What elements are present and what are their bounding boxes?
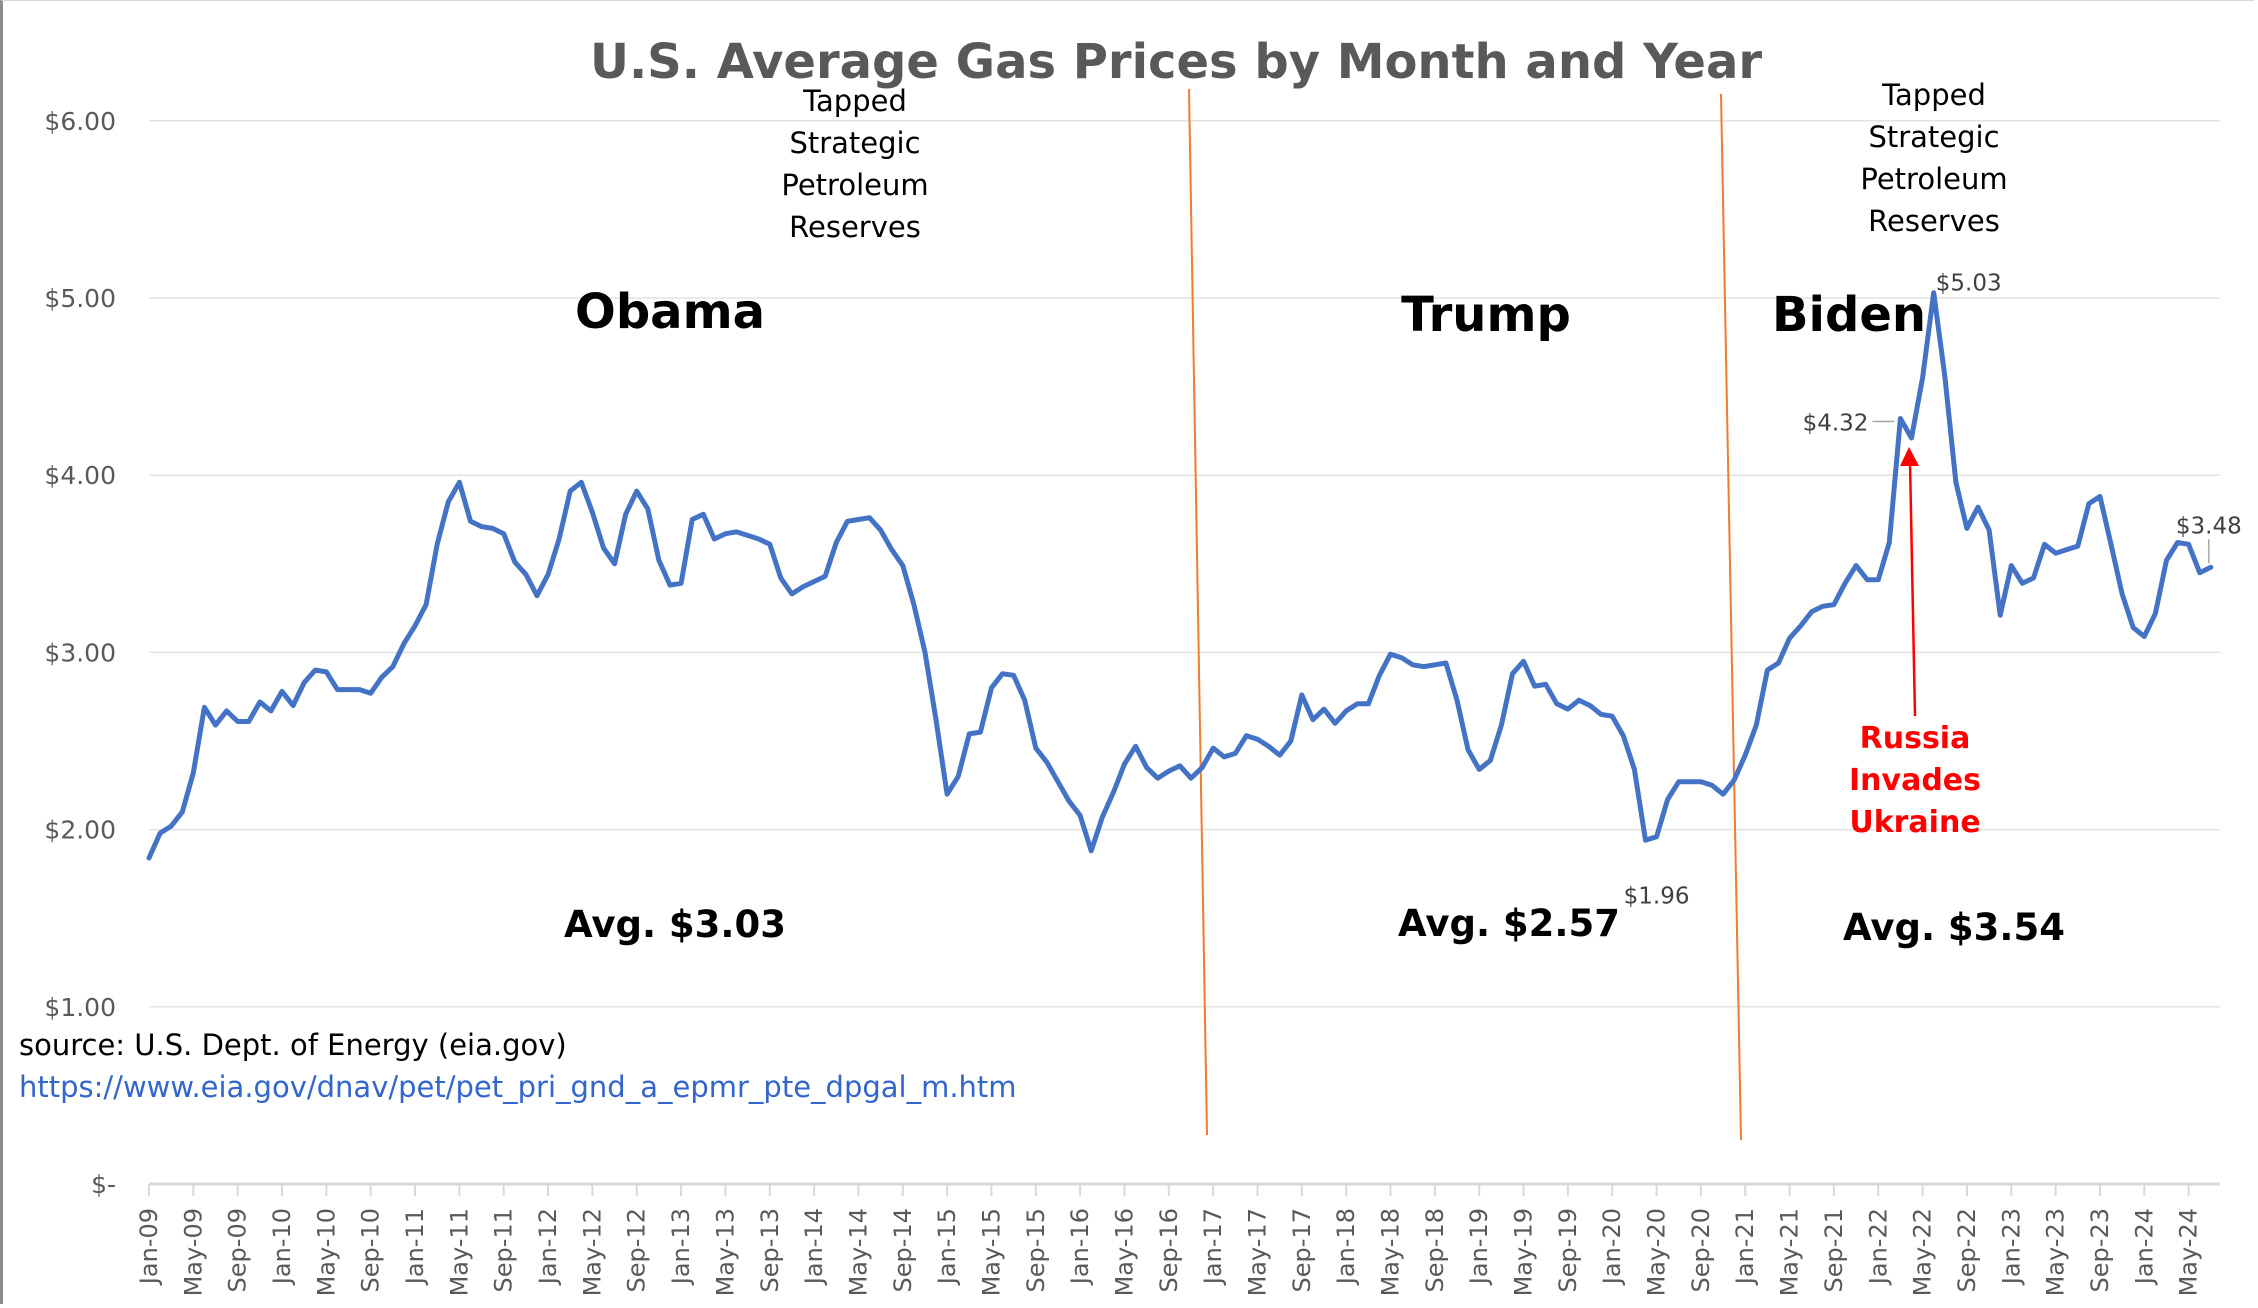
x-tick-label: Sep-11 <box>490 1208 518 1292</box>
russia-annotation: Russia Invades Ukraine <box>1849 721 1981 840</box>
label-obama: Obama <box>575 284 765 340</box>
x-tick-label: Jan-17 <box>1199 1208 1227 1286</box>
x-tick-label: Sep-17 <box>1288 1208 1316 1292</box>
x-tick-label: May-11 <box>445 1208 473 1296</box>
avg-trump: Avg. $2.57 <box>1398 902 1620 945</box>
x-tick-label: Jan-24 <box>2130 1208 2158 1286</box>
annotation-line: Strategic <box>789 126 920 160</box>
annotation-line: Reserves <box>1868 204 2000 238</box>
x-tick-label: Jan-10 <box>268 1208 296 1286</box>
y-tick-label: $2.00 <box>44 816 116 845</box>
y-tick-label: $5.00 <box>44 284 116 313</box>
period-dividers <box>1188 88 1742 1141</box>
source-text: source: U.S. Dept. of Energy (eia.gov) <box>19 1028 567 1062</box>
y-tick-label: $3.00 <box>44 638 116 667</box>
x-tick-label: Jan-20 <box>1598 1208 1626 1286</box>
annotation-line: Ukraine <box>1849 805 1980 840</box>
x-tick-label: Sep-09 <box>224 1208 252 1292</box>
x-tick-label: Sep-23 <box>2086 1208 2114 1292</box>
chart-title: U.S. Average Gas Prices by Month and Yea… <box>590 34 1762 90</box>
x-tick-label: Sep-12 <box>623 1208 651 1292</box>
x-tick-label: Jan-12 <box>534 1208 562 1286</box>
annotation-line: Russia <box>1860 721 1971 756</box>
x-tick-label: May-17 <box>1244 1208 1272 1296</box>
y-axis-labels: $- $1.00 $2.00 $3.00 $4.00 $5.00 $6.00 <box>44 107 116 1199</box>
x-tick-label: Sep-14 <box>889 1208 917 1292</box>
x-tick-label: Jan-09 <box>135 1208 163 1286</box>
x-tick-label: Sep-19 <box>1554 1208 1582 1292</box>
x-tick-label: Jan-13 <box>667 1208 695 1286</box>
y-tick-label: $6.00 <box>44 107 116 136</box>
label-biden: Biden <box>1772 287 1926 343</box>
annotation-line: Strategic <box>1868 120 1999 154</box>
red-arrow-shaft <box>1908 461 1917 717</box>
data-labels: $5.03 $4.32 $1.96 $3.48 <box>1624 271 2242 910</box>
x-tick-label: Jan-15 <box>933 1208 961 1286</box>
x-tick-label: Sep-21 <box>1820 1208 1848 1292</box>
x-tick-label: Jan-11 <box>401 1208 429 1286</box>
red-arrow-head-icon <box>1900 447 1919 466</box>
x-tick-label: Jan-22 <box>1864 1208 1892 1286</box>
x-tick-label: Jan-14 <box>800 1208 828 1286</box>
x-tick-label: May-09 <box>179 1208 207 1296</box>
tapped-reserves-left: Tapped Strategic Petroleum Reserves <box>781 84 928 244</box>
annotation-line: Tapped <box>1881 78 1986 112</box>
x-tick-label: Sep-13 <box>756 1208 784 1292</box>
x-tick-label: Sep-22 <box>1953 1208 1981 1292</box>
x-tick-label: May-19 <box>1510 1208 1538 1296</box>
data-label: $3.48 <box>2176 513 2242 539</box>
data-label: $5.03 <box>1936 271 2002 297</box>
y-tick-label: $1.00 <box>44 993 116 1022</box>
x-tick-label: May-24 <box>2175 1208 2203 1296</box>
data-label: $4.32 <box>1803 410 1869 436</box>
x-tick-label: Jan-23 <box>1997 1208 2025 1286</box>
x-tick-label: May-15 <box>977 1208 1005 1296</box>
x-tick-label: May-23 <box>2042 1208 2070 1296</box>
source-link[interactable]: https://www.eia.gov/dnav/pet/pet_pri_gnd… <box>19 1070 1017 1104</box>
x-tick-label: May-18 <box>1377 1208 1405 1296</box>
period-divider-line <box>1188 88 1208 1136</box>
annotation-line: Tapped <box>802 84 907 118</box>
x-tick-label: Sep-10 <box>357 1208 385 1292</box>
annotation-line: Petroleum <box>781 168 928 202</box>
x-axis: Jan-09 May-09 Sep-09 Jan-10 May-10 Sep-10 Jan-… <box>135 1184 2203 1296</box>
x-tick-label: May-20 <box>1643 1208 1671 1296</box>
x-tick-label: Sep-18 <box>1421 1208 1449 1292</box>
x-tick-label: May-10 <box>312 1208 340 1296</box>
y-tick-label: $- <box>91 1170 116 1199</box>
annotation-line: Petroleum <box>1860 162 2007 196</box>
x-tick-label: Jan-18 <box>1332 1208 1360 1286</box>
x-tick-label: May-21 <box>1776 1208 1804 1296</box>
annotation-line: Reserves <box>789 210 921 244</box>
x-tick-label: May-14 <box>844 1208 872 1296</box>
x-tick-label: May-16 <box>1110 1208 1138 1296</box>
x-tick-label: Sep-15 <box>1022 1208 1050 1292</box>
x-tick-label: May-13 <box>711 1208 739 1296</box>
gridlines <box>149 120 2220 1186</box>
x-tick-label: May-12 <box>578 1208 606 1296</box>
x-tick-label: Sep-16 <box>1155 1208 1183 1292</box>
x-tick-label: May-22 <box>1909 1208 1937 1296</box>
label-trump: Trump <box>1401 287 1571 343</box>
y-tick-label: $4.00 <box>44 461 116 490</box>
x-tick-label: Jan-16 <box>1066 1208 1094 1286</box>
data-label: $1.96 <box>1624 884 1690 910</box>
annotation-line: Invades <box>1849 763 1981 798</box>
avg-obama: Avg. $3.03 <box>564 903 786 946</box>
x-tick-label: Sep-20 <box>1687 1208 1715 1292</box>
x-tick-label: Jan-21 <box>1731 1208 1759 1286</box>
period-divider-line <box>1720 93 1742 1141</box>
price-series-line <box>146 290 2214 861</box>
tapped-reserves-right: Tapped Strategic Petroleum Reserves <box>1860 78 2007 238</box>
avg-biden: Avg. $3.54 <box>1843 906 2065 949</box>
x-tick-label: Jan-19 <box>1465 1208 1493 1286</box>
